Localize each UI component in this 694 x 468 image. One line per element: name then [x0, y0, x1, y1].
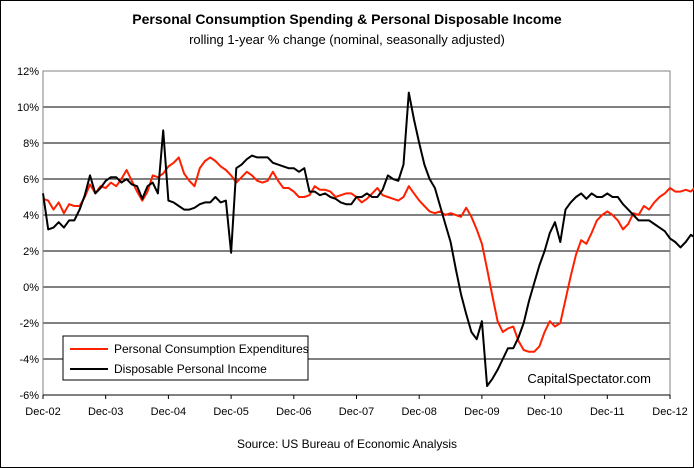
x-tick-label: Dec-08 — [401, 406, 436, 418]
chart-title: Personal Consumption Spending & Personal… — [132, 11, 562, 27]
y-tick-label: 8% — [23, 138, 39, 150]
x-tick-label: Dec-12 — [652, 406, 687, 418]
y-axis: -6% -4% -2% 0% 2% 4% 6% 8% 10% 12% — [17, 66, 39, 402]
y-tick-label: 10% — [17, 102, 39, 114]
x-axis: Dec-02 Dec-03 Dec-04 Dec-05 Dec-06 Dec-07 Dec-… — [25, 394, 688, 418]
series-lines — [42, 91, 694, 387]
y-tick-label: 2% — [23, 246, 39, 258]
watermark-text: CapitalSpectator.com — [527, 371, 651, 386]
x-tick-label: Dec-04 — [151, 406, 186, 418]
x-tick-label: Dec-03 — [88, 406, 123, 418]
y-tick-label: 6% — [23, 174, 39, 186]
legend-box — [62, 335, 309, 381]
x-tick-label: Dec-09 — [464, 406, 499, 418]
chart-source: Source: US Bureau of Economic Analysis — [236, 437, 458, 451]
legend-label-pce: Personal Consumption Expenditures — [114, 342, 309, 356]
chart-subtitle: rolling 1-year % change (nominal, season… — [189, 32, 505, 47]
y-tick-label: 12% — [17, 66, 39, 78]
legend: Personal Consumption Expenditures Dispos… — [62, 335, 309, 381]
y-tick-label: -4% — [19, 354, 39, 366]
x-tick-label: Dec-11 — [590, 406, 625, 418]
x-tick-label: Dec-10 — [527, 406, 562, 418]
grid-lines — [43, 70, 670, 360]
x-tick-label: Dec-07 — [339, 406, 374, 418]
x-tick-label: Dec-05 — [213, 406, 248, 418]
y-tick-label: 4% — [23, 210, 39, 222]
x-tick-label: Dec-06 — [276, 406, 311, 418]
series-line-pce — [42, 156, 694, 353]
series-line-dpi — [42, 91, 694, 387]
y-tick-label: 0% — [23, 282, 39, 294]
y-tick-label: -2% — [19, 318, 39, 330]
legend-label-dpi: Disposable Personal Income — [114, 362, 267, 376]
x-tick-label: Dec-02 — [25, 406, 60, 418]
y-tick-label: -6% — [19, 390, 39, 402]
